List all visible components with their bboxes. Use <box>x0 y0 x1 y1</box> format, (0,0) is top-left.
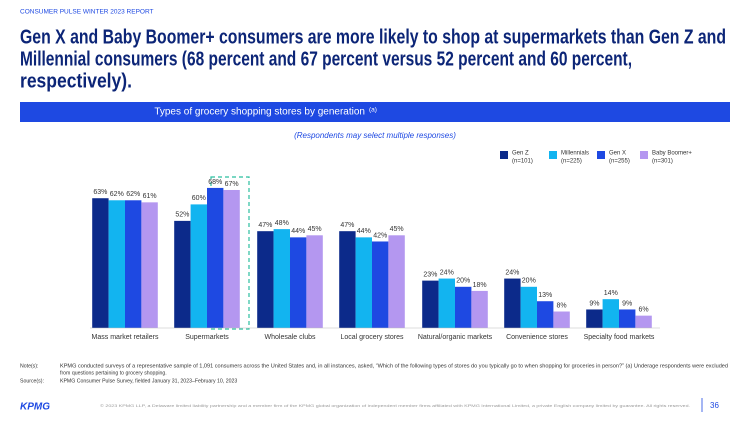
x-tick-label: Natural/organic markets <box>418 334 493 341</box>
value-label: 48% <box>275 220 289 227</box>
bar <box>372 241 389 328</box>
bar <box>141 202 158 328</box>
bar <box>586 309 603 328</box>
value-label: 62% <box>110 191 124 198</box>
legend-swatch <box>597 151 605 159</box>
bar <box>306 235 323 328</box>
value-label: 44% <box>291 228 305 235</box>
value-label: 44% <box>357 228 371 235</box>
x-tick-label: Mass market retailers <box>92 334 159 341</box>
headline-line: respectively). <box>20 70 132 92</box>
value-label: 14% <box>604 290 618 297</box>
bar <box>422 280 439 328</box>
value-label: 61% <box>143 193 157 200</box>
legend-label: Millennials <box>561 151 589 157</box>
x-tick-label: Convenience stores <box>506 334 568 341</box>
bar <box>619 309 636 328</box>
value-label: 42% <box>373 232 387 239</box>
bar <box>504 278 521 328</box>
value-label: 68% <box>208 179 222 186</box>
legend-swatch <box>640 151 648 159</box>
bar <box>520 286 537 328</box>
bar <box>471 290 488 328</box>
bar <box>223 189 240 328</box>
legend-label: Gen Z <box>512 151 529 157</box>
bar <box>602 299 619 328</box>
value-label: 45% <box>308 226 322 233</box>
chart-header-bar <box>20 102 730 122</box>
value-label: 8% <box>557 302 567 309</box>
value-label: 24% <box>440 269 454 276</box>
headline-line: Gen X and Baby Boomer+ consumers are mor… <box>20 26 726 48</box>
report-label: CONSUMER PULSE WINTER 2023 REPORT <box>20 9 154 16</box>
value-label: 24% <box>505 269 519 276</box>
bar <box>537 301 554 328</box>
value-label: 6% <box>639 306 649 313</box>
headline-line: Millennial consumers (68 percent and 67 … <box>20 48 632 70</box>
copyright: © 2023 KPMG LLP, a Delaware limited liab… <box>100 404 690 408</box>
legend-label: Baby Boomer+ <box>652 151 692 157</box>
chart: Gen Z (n=101) Millennials (n=225) Gen X (n=25… <box>90 151 692 341</box>
legend-swatch <box>549 151 557 159</box>
value-label: 9% <box>622 300 632 307</box>
notes-text: KPMG conducted surveys of a representati… <box>60 363 728 369</box>
value-label: 63% <box>93 189 107 196</box>
legend-n: (n=301) <box>652 159 673 165</box>
x-tick-label: Wholesale clubs <box>265 334 316 341</box>
bar <box>92 198 109 328</box>
value-label: 20% <box>456 278 470 285</box>
value-label: 13% <box>538 292 552 299</box>
bar <box>355 237 372 328</box>
value-label: 60% <box>192 195 206 202</box>
value-label: 23% <box>423 271 437 278</box>
notes-label: Note(s): <box>20 363 38 369</box>
bar <box>125 200 142 328</box>
bar <box>273 229 290 328</box>
chart-subtitle: (Respondents may select multiple respons… <box>294 131 456 140</box>
bar <box>257 231 274 328</box>
value-label: 20% <box>522 278 536 285</box>
value-label: 47% <box>258 222 272 229</box>
legend-n: (n=225) <box>561 159 582 165</box>
value-label: 9% <box>589 300 599 307</box>
chart-title: Types of grocery shopping stores by gene… <box>154 107 365 118</box>
value-label: 67% <box>225 181 239 188</box>
legend-n: (n=255) <box>609 159 630 165</box>
legend-n: (n=101) <box>512 159 533 165</box>
bar <box>290 237 307 328</box>
x-tick-label: Specialty food markets <box>584 334 655 341</box>
value-label: 52% <box>175 212 189 219</box>
notes-text: from questions pertaining to grocery sho… <box>60 370 167 376</box>
x-tick-label: Supermarkets <box>185 334 229 341</box>
legend-label: Gen X <box>609 151 626 157</box>
logo: KPMG <box>20 402 50 413</box>
value-label: 18% <box>473 282 487 289</box>
legend-swatch <box>500 151 508 159</box>
page-number: 36 <box>710 401 719 410</box>
bar <box>553 311 570 328</box>
bar <box>635 315 652 328</box>
bar <box>190 204 207 328</box>
bar <box>339 231 356 328</box>
bar <box>455 286 472 328</box>
value-label: 62% <box>126 191 140 198</box>
value-label: 47% <box>340 222 354 229</box>
bar <box>174 220 191 328</box>
chart-title-note: (a) <box>369 107 377 114</box>
source-text: KPMG Consumer Pulse Survey, fielded Janu… <box>60 378 237 384</box>
x-tick-label: Local grocery stores <box>340 334 404 341</box>
bar <box>438 278 455 328</box>
bar <box>207 187 224 328</box>
bar <box>388 235 405 328</box>
bar <box>108 200 125 328</box>
value-label: 45% <box>390 226 404 233</box>
source-label: Source(s): <box>20 378 44 384</box>
